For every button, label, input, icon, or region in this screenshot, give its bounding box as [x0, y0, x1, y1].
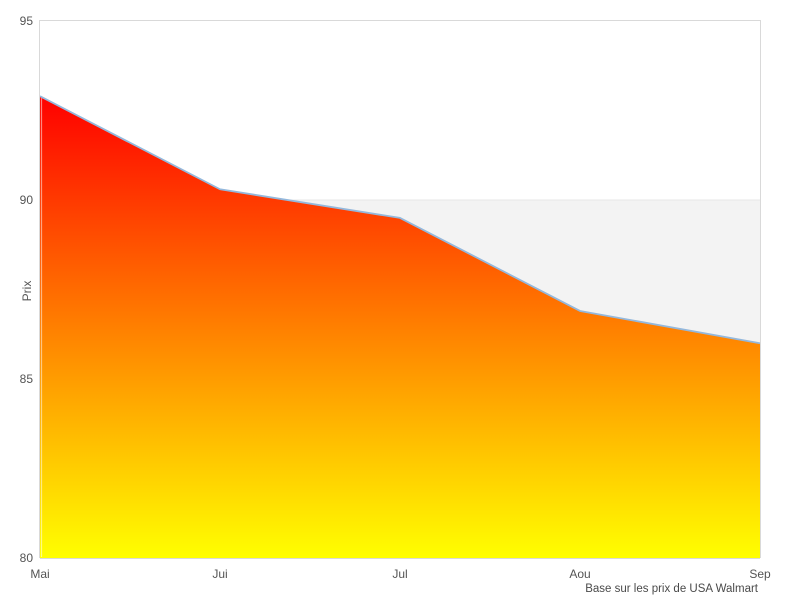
y-axis-label: 90: [19, 193, 33, 207]
y-axis-label: 85: [19, 372, 33, 386]
price-line-series: [39, 95, 761, 345]
y-axis-label: 95: [19, 14, 33, 28]
x-axis-label: Aou: [569, 567, 591, 581]
x-axis-label: Jui: [212, 567, 228, 581]
x-axis-label: Mai: [30, 567, 50, 581]
y-axis-label: 80: [19, 551, 33, 565]
price-area-series: [40, 96, 760, 559]
chart-credits: Base sur les prix de USA Walmart: [585, 583, 758, 595]
x-axis-label: Sep: [749, 567, 771, 581]
plot-border: [39, 20, 761, 558]
x-axis-label: Jul: [392, 567, 408, 581]
y-axis-title: Prix: [20, 280, 34, 302]
